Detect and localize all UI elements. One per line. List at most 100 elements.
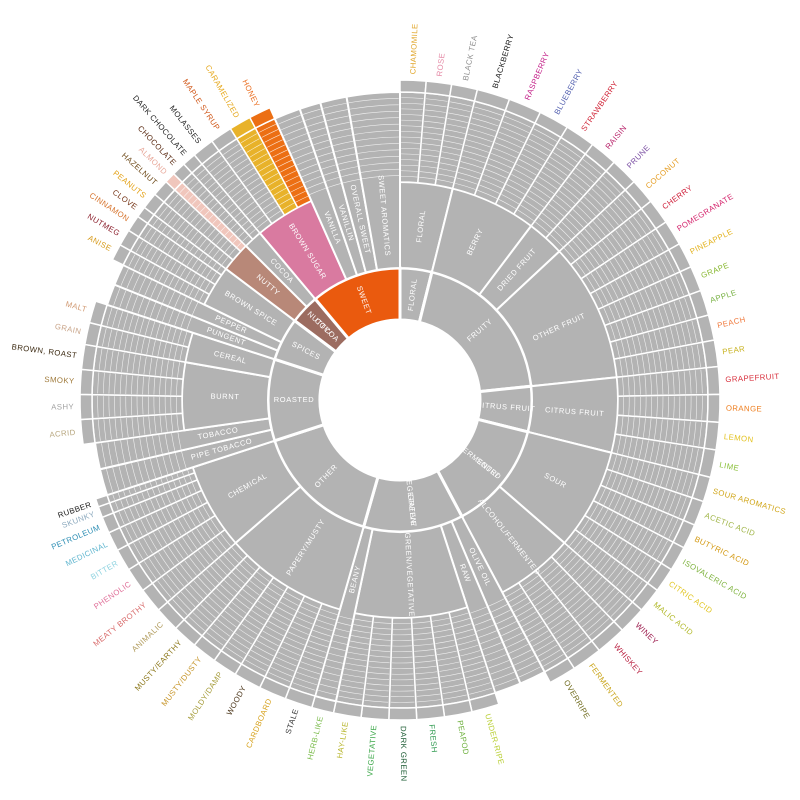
- leaf-anise-stripes: [128, 254, 205, 302]
- leaf-label-pineapple: PINEAPPLE: [688, 227, 734, 256]
- leaf-cap-vegetative: [360, 704, 391, 721]
- leaf-peach-stripes: [615, 320, 698, 358]
- leaf-pineapple-stripes: [595, 253, 675, 307]
- category-label-roasted: ROASTED: [274, 395, 314, 404]
- leaf-label-lime: LIME: [719, 460, 740, 473]
- leaf-bitter-stripes: [133, 505, 211, 560]
- leaf-petroleum-stripes: [118, 482, 197, 525]
- leaf-cap-chamomile: [399, 79, 428, 94]
- leaf-label-sour-aromatics: SOUR AROMATICS: [712, 486, 787, 516]
- leaf-acetic-acid-stripes: [605, 471, 687, 518]
- leaf-fermented-stripes: [522, 575, 588, 654]
- leaf-sour-aromatics-stripes: [612, 454, 694, 495]
- leaf-black-tea-stripes: [437, 101, 472, 184]
- leaf-nutmeg-stripes: [135, 240, 211, 291]
- leaf-label-rose: ROSE: [435, 52, 447, 77]
- leaf-label-prune: PRUNE: [625, 143, 652, 170]
- leaf-label-grain: GRAIN: [54, 322, 82, 336]
- leaf-label-acrid: ACRID: [49, 428, 76, 440]
- leaf-pomegranate-stripes: [586, 232, 664, 291]
- leaf-ashy-stripes: [97, 396, 178, 418]
- leaf-woody-stripes: [245, 591, 302, 672]
- leaf-animalic-stripes: [172, 547, 243, 615]
- leaf-raisin-stripes: [535, 159, 602, 234]
- leaf-label-peapod: PEAPOD: [455, 720, 470, 756]
- leaf-label-anise: ANISE: [86, 233, 113, 253]
- leaf-strawberry-stripes: [517, 142, 582, 222]
- leaf-label-coconut: COCONUT: [644, 156, 682, 190]
- leaf-label-animalic: ANIMALIC: [130, 620, 165, 654]
- leaf-brown-roast-stripes: [98, 348, 180, 378]
- leaf-label-phenolic: PHENOLIC: [92, 579, 133, 611]
- leaf-label-malic-acid: MALIC ACID: [652, 600, 695, 637]
- leaf-pear-stripes: [619, 344, 701, 376]
- leaf-blueberry-stripes: [498, 128, 558, 210]
- leaf-label-peach: PEACH: [716, 315, 746, 330]
- leaf-label-strawberry: STRAWBERRY: [579, 79, 620, 133]
- category-label-floral: FLORAL: [406, 278, 419, 312]
- subcategory-beany-stripes: [318, 615, 353, 695]
- leaf-label-butyric-acid: BUTYRIC ACID: [693, 535, 751, 568]
- leaf-stale-stripes: [292, 608, 338, 691]
- leaf-label-pear: PEAR: [722, 344, 746, 356]
- subcategory-tobacco-stripes: [101, 432, 182, 467]
- leaf-whiskey-stripes: [539, 561, 610, 637]
- leaf-under-ripe-stripes: [451, 612, 493, 695]
- subcategory-pepper-stripes: [120, 268, 199, 316]
- leaf-raspberry-stripes: [477, 116, 532, 199]
- leaf-label-raspberry: RASPBERRY: [523, 50, 552, 101]
- leaf-hay-like-stripes: [338, 618, 372, 701]
- leaf-malt-stripes: [106, 307, 188, 346]
- leaf-citric-acid-stripes: [580, 519, 656, 579]
- leaf-phenolic-stripes: [144, 519, 220, 579]
- leaf-acrid-stripes: [97, 414, 179, 441]
- leaf-clove-stripes: [152, 218, 222, 272]
- subcategory-vanillin-stripes: [302, 108, 342, 188]
- subcategory-label-citrus-fruit: CITRUS FRUIT: [545, 405, 605, 418]
- leaf-peapod-stripes: [432, 617, 467, 700]
- leaf-label-brown-roast: BROWN, ROAST: [11, 342, 78, 360]
- leaf-apple-stripes: [610, 297, 692, 340]
- leaf-label-smoky: SMOKY: [44, 375, 75, 386]
- leaf-cap-acrid: [79, 418, 96, 446]
- leaf-musty-earthy-stripes: [188, 559, 256, 632]
- leaf-label-chamomile: CHAMOMILE: [408, 23, 419, 74]
- subcategory-olive-oil-stripes: [488, 598, 541, 678]
- leaf-cap-lemon: [703, 420, 721, 451]
- leaf-grapefruit-stripes: [622, 369, 703, 396]
- leaf-label-hay-like: HAY-LIKE: [335, 721, 350, 759]
- leaf-cinnamon-stripes: [144, 227, 217, 281]
- leaf-label-moldy-damp: MOLDY/DAMP: [186, 670, 224, 722]
- leaf-musty-dusty-stripes: [206, 571, 270, 646]
- leaf-cardboard-stripes: [268, 601, 320, 683]
- leaf-label-stale: STALE: [284, 708, 301, 736]
- leaf-label-pomegranate: POMEGRANATE: [675, 192, 735, 233]
- leaf-label-grapefruit: GRAPEFRUIT: [725, 372, 780, 384]
- leaf-maple-syrup-stripes: [223, 144, 281, 219]
- leaf-label-blackberry: BLACKBERRY: [491, 33, 516, 90]
- leaf-label-under-ripe: UNDER-RIPE: [483, 713, 506, 766]
- leaf-label-grape: GRAPE: [700, 261, 731, 280]
- subcategory-overall-sweet-stripes: [323, 102, 361, 184]
- leaf-label-acetic-acid: ACETIC ACID: [703, 511, 756, 538]
- leaf-prune-stripes: [550, 175, 621, 247]
- leaf-chocolate-stripes: [186, 177, 249, 242]
- leaf-label-cherry: CHERRY: [660, 183, 694, 211]
- leaf-caramelized-stripes: [240, 133, 295, 211]
- subcategory-label-floral: FLORAL: [414, 209, 427, 243]
- leaf-label-dark-green: DARK GREEN: [399, 726, 408, 782]
- leaf-cap-orange: [706, 393, 721, 424]
- leaf-label-fresh: FRESH: [427, 724, 439, 753]
- leaf-rose-stripes: [419, 98, 448, 180]
- leaf-moldy-damp-stripes: [225, 582, 285, 659]
- subcategory-pipe-tobacco-stripes: [106, 451, 187, 493]
- leaf-label-winey: WINEY: [634, 621, 660, 647]
- leaf-label-apple: APPLE: [709, 288, 738, 305]
- leaf-label-herb-like: HERB-LIKE: [306, 715, 326, 761]
- leaf-label-raisin: RAISIN: [604, 123, 629, 151]
- leaf-label-ashy: ASHY: [51, 402, 74, 412]
- leaf-label-lemon: LEMON: [723, 432, 754, 444]
- leaf-cap-ashy: [79, 393, 94, 421]
- leaf-cherry-stripes: [575, 213, 651, 275]
- leaf-cap-dark-green: [388, 706, 418, 721]
